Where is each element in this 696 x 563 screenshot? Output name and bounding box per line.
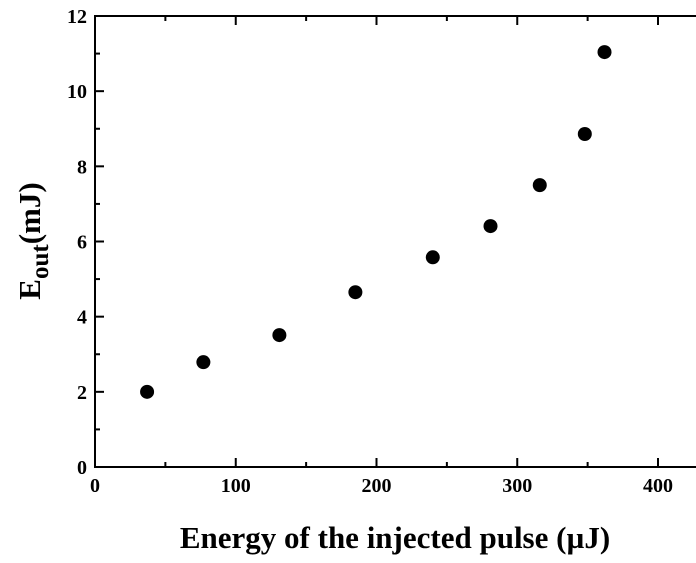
data-point [597, 45, 612, 60]
data-point [577, 127, 592, 142]
x-tick-label: 100 [221, 475, 251, 497]
data-point [272, 328, 287, 343]
y-tick-label: 2 [77, 382, 87, 404]
y-label-main: E [12, 279, 47, 300]
x-tick-label: 300 [502, 475, 532, 497]
y-tick-label: 0 [77, 457, 87, 479]
plot-frame [94, 15, 696, 468]
y-label-sub: out [27, 244, 54, 279]
y-tick-label: 8 [77, 156, 87, 178]
y-tick-label: 4 [77, 307, 87, 329]
data-point [483, 219, 498, 234]
data-point [348, 285, 363, 300]
x-axis-label: Energy of the injected pulse (µJ) [180, 520, 610, 555]
y-axis-label: Eout(mJ) [12, 182, 54, 299]
x-tick-label: 200 [361, 475, 391, 497]
y-tick-label: 10 [67, 81, 87, 103]
y-tick-label: 12 [67, 6, 87, 28]
data-point [140, 384, 155, 399]
data-point [532, 178, 547, 193]
data-point [196, 355, 211, 370]
y-tick-label: 6 [77, 232, 87, 254]
data-point [425, 250, 440, 265]
x-tick-label: 400 [643, 475, 673, 497]
x-tick-label: 0 [90, 475, 100, 497]
y-label-unit: (mJ) [12, 182, 47, 244]
